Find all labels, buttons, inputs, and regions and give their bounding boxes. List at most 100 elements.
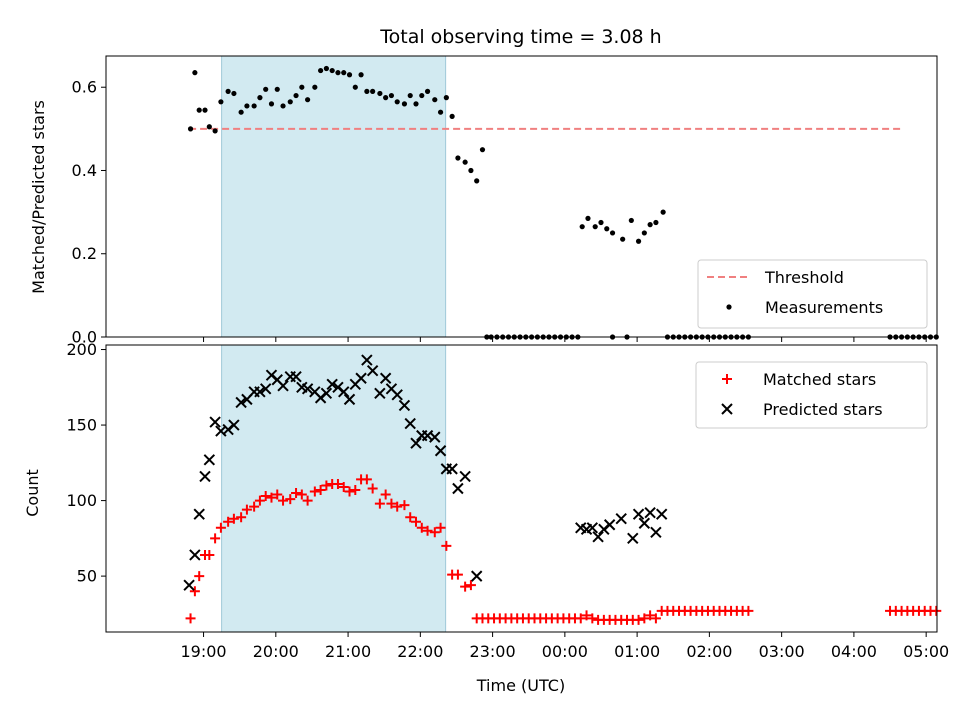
measurement-point xyxy=(257,95,263,101)
matched-star-point xyxy=(350,485,361,496)
predicted-star-point xyxy=(326,378,338,390)
predicted-star-point xyxy=(228,419,240,431)
predicted-star-point xyxy=(459,470,471,483)
matched-star-point xyxy=(249,501,260,512)
matched-star-point xyxy=(223,516,234,527)
matched-star-point xyxy=(302,495,313,506)
matched-star-point xyxy=(743,605,754,616)
measurement-point xyxy=(312,84,318,90)
predicted-star-point xyxy=(366,364,379,377)
measurement-point xyxy=(206,124,212,130)
x-tick-label: 23:00 xyxy=(470,642,516,661)
measurement-point xyxy=(628,217,634,224)
measurement-point xyxy=(341,70,347,76)
measurement-point xyxy=(413,101,419,107)
x-tick-label: 02:00 xyxy=(686,642,732,661)
matched-star-point xyxy=(210,533,221,544)
x-tick-label: 05:00 xyxy=(903,642,949,661)
matched-star-point xyxy=(254,495,265,506)
y-tick-label: 0.2 xyxy=(72,244,97,263)
matched-star-point xyxy=(296,489,307,500)
measurement-point xyxy=(653,219,659,226)
predicted-star-point xyxy=(446,463,458,475)
matched-star-point xyxy=(285,494,296,505)
measurement-point xyxy=(401,101,408,107)
measurement-point xyxy=(370,88,376,94)
x-tick-label: 03:00 xyxy=(759,642,805,661)
matched-star-point xyxy=(410,516,421,527)
matched-star-point xyxy=(228,513,239,524)
legend-predicted-label: Predicted stars xyxy=(763,400,883,419)
predicted-star-point xyxy=(410,437,422,449)
measurement-point xyxy=(305,97,311,103)
matched-star-point xyxy=(215,522,226,533)
predicted-star-point xyxy=(404,417,416,430)
measurement-point xyxy=(364,88,370,94)
y-tick-label: 100 xyxy=(66,491,97,510)
x-tick-label: 21:00 xyxy=(325,642,371,661)
x-tick-label: 20:00 xyxy=(253,642,299,661)
matched-star-point xyxy=(465,580,476,591)
predicted-star-point xyxy=(374,387,386,400)
predicted-star-point xyxy=(290,371,302,383)
axes-frame-1 xyxy=(105,344,938,633)
predicted-star-point xyxy=(254,386,266,398)
measurement-point xyxy=(585,215,591,221)
series-predicted-stars xyxy=(183,354,668,591)
predicted-star-point xyxy=(193,508,205,520)
y-tick-label: 50 xyxy=(77,567,97,586)
measurement-point xyxy=(358,72,364,78)
matched-star-point xyxy=(272,489,283,500)
predicted-star-point xyxy=(434,445,447,457)
matched-star-point xyxy=(315,485,326,496)
measurement-point xyxy=(268,101,275,107)
measurement-point xyxy=(388,92,395,99)
measurement-point xyxy=(407,92,413,99)
measurement-point xyxy=(192,70,198,76)
measurement-point xyxy=(419,92,425,99)
measurement-point xyxy=(352,84,358,90)
predicted-star-point xyxy=(603,519,616,531)
matched-star-point xyxy=(374,498,385,509)
matched-star-point xyxy=(278,495,289,506)
matched-star-point xyxy=(931,605,942,616)
matched-star-point xyxy=(650,613,661,624)
measurement-point xyxy=(263,86,269,92)
predicted-star-point xyxy=(615,513,627,525)
legend-measurements-swatch xyxy=(726,304,732,310)
x-tick-label: 22:00 xyxy=(397,642,443,661)
measurement-point xyxy=(280,103,286,109)
measurement-point xyxy=(592,224,598,230)
matched-star-point xyxy=(194,571,205,582)
predicted-star-point xyxy=(355,372,367,384)
axes-frame-0 xyxy=(105,55,938,338)
measurement-point xyxy=(443,95,449,101)
ratio-y-axis-label: Matched/Predicted stars xyxy=(29,100,48,294)
series-matched-stars xyxy=(185,474,942,625)
measurement-point xyxy=(647,222,653,228)
predicted-star-point xyxy=(361,354,373,366)
measurement-point xyxy=(598,219,604,226)
count-axes: Time (UTC) Count 50 100 150 200 19:00 20:00 21… xyxy=(23,340,949,695)
x-axis-label: Time (UTC) xyxy=(476,676,565,695)
matched-star-point xyxy=(441,540,452,551)
matched-star-point xyxy=(581,610,592,621)
predicted-star-point xyxy=(343,393,356,406)
measurement-point xyxy=(274,86,280,92)
matched-star-point xyxy=(575,613,586,624)
matched-star-point xyxy=(367,483,378,494)
predicted-star-point xyxy=(203,454,216,466)
predicted-star-point xyxy=(655,508,668,520)
predicted-star-point xyxy=(338,386,350,398)
measurement-point xyxy=(620,236,626,242)
observing-span xyxy=(221,55,447,338)
y-tick-label: 150 xyxy=(66,416,97,435)
measurement-point xyxy=(318,67,324,74)
measurement-point xyxy=(432,97,438,103)
predicted-star-point xyxy=(277,380,289,392)
measurement-point xyxy=(251,103,257,109)
measurement-point xyxy=(383,95,389,101)
predicted-star-point xyxy=(235,396,247,409)
measurement-point xyxy=(231,90,237,97)
predicted-star-point xyxy=(592,531,604,543)
